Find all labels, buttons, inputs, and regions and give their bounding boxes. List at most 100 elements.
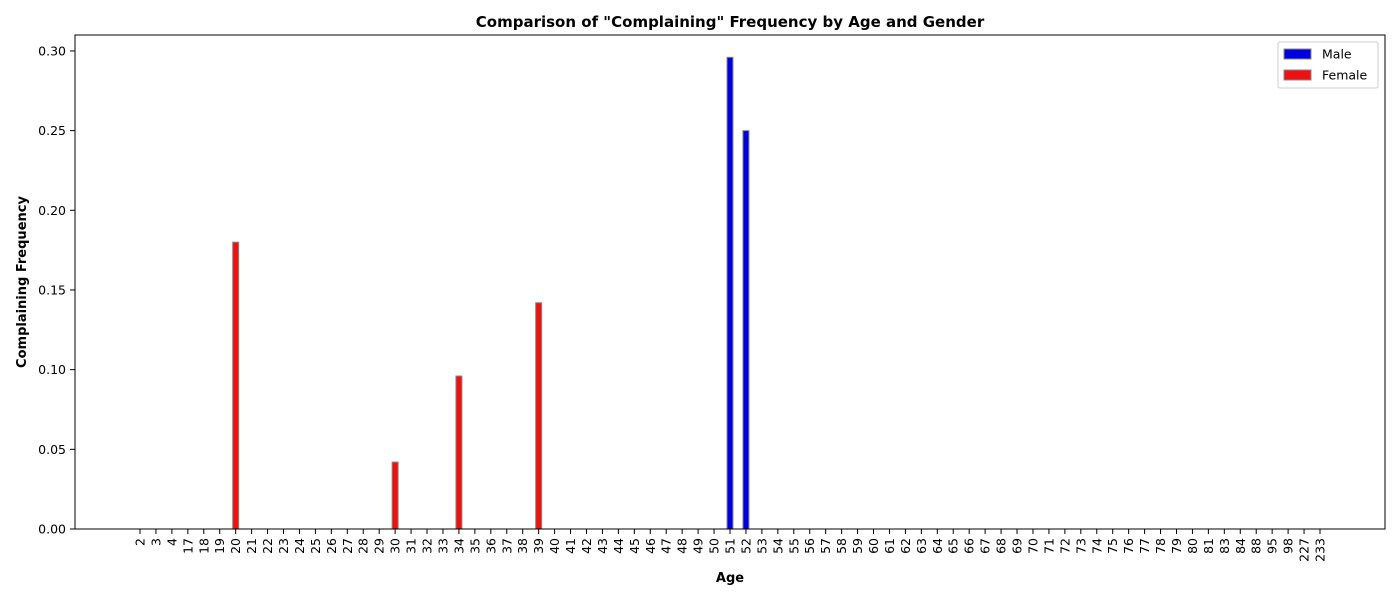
x-tick-label: 68 [994, 538, 1009, 554]
bar-male-52 [742, 130, 750, 530]
x-tick-label: 18 [196, 538, 211, 554]
x-tick-label: 70 [1025, 538, 1040, 554]
x-tick-label: 83 [1217, 538, 1232, 554]
x-tick-label: 56 [802, 538, 817, 554]
x-tick-label: 84 [1233, 538, 1248, 554]
x-tick-label: 60 [866, 538, 881, 554]
x-tick-label: 69 [1010, 538, 1025, 554]
x-tick-label: 64 [930, 538, 945, 554]
x-tick-label: 41 [563, 538, 578, 554]
x-tick-label: 233 [1313, 538, 1328, 562]
x-tick-label: 71 [1041, 538, 1056, 554]
x-tick-label: 28 [356, 538, 371, 554]
y-tick-label: 0.30 [38, 43, 66, 58]
bar-female-30 [391, 461, 399, 530]
x-tick-label: 42 [579, 538, 594, 554]
x-tick-label: 26 [324, 538, 339, 554]
x-tick-label: 23 [276, 538, 291, 554]
y-tick-label: 0.00 [38, 522, 66, 537]
bar-female-39 [535, 302, 543, 530]
legend: Male Female [1277, 41, 1379, 89]
x-tick-label: 19 [212, 538, 227, 554]
x-tick-label: 74 [1089, 538, 1104, 554]
x-tick-label: 52 [738, 538, 753, 554]
x-tick-label: 80 [1185, 538, 1200, 554]
legend-label-female: Female [1322, 68, 1368, 83]
x-tick-label: 4 [164, 538, 179, 546]
x-tick-label: 2 [133, 538, 148, 546]
x-tick-label: 24 [292, 538, 307, 554]
x-tick-label: 72 [1057, 538, 1072, 554]
x-tick-label: 95 [1265, 538, 1280, 554]
x-tick-label: 57 [818, 538, 833, 554]
x-tick-label: 34 [451, 538, 466, 554]
x-tick-label: 45 [627, 538, 642, 554]
x-tick-label: 66 [962, 538, 977, 554]
x-tick-label: 22 [260, 538, 275, 554]
x-tick-label: 81 [1201, 538, 1216, 554]
x-tick-label: 67 [978, 538, 993, 554]
x-tick-label: 48 [675, 538, 690, 554]
bar-female-34 [455, 375, 463, 530]
x-tick-label: 65 [946, 538, 961, 554]
x-tick-label: 88 [1249, 538, 1264, 554]
x-tick-label: 44 [611, 538, 626, 554]
x-tick-label: 40 [547, 538, 562, 554]
x-tick-label: 50 [707, 538, 722, 554]
x-tick-label: 30 [388, 538, 403, 554]
x-tick-label: 21 [244, 538, 259, 554]
x-tick-label: 35 [467, 538, 482, 554]
x-tick-label: 61 [882, 538, 897, 554]
x-tick-label: 31 [404, 538, 419, 554]
y-axis-label: Complaining Frequency [15, 196, 30, 368]
x-tick-label: 32 [420, 538, 435, 554]
y-tick-label: 0.05 [38, 442, 66, 457]
x-tick-label: 77 [1137, 538, 1152, 554]
x-tick-label: 53 [754, 538, 769, 554]
x-tick-label: 76 [1121, 538, 1136, 554]
bar-male-51 [726, 56, 734, 530]
y-tick-label: 0.10 [38, 362, 66, 377]
x-tick-label: 37 [499, 538, 514, 554]
bar-female-20 [232, 241, 240, 530]
y-tick-label: 0.25 [38, 123, 66, 138]
x-tick-label: 73 [1073, 538, 1088, 554]
x-tick-label: 55 [786, 538, 801, 554]
legend-label-male: Male [1322, 47, 1352, 62]
y-tick-label: 0.15 [38, 282, 66, 297]
x-tick-label: 25 [308, 538, 323, 554]
x-tick-label: 38 [515, 538, 530, 554]
x-tick-label: 33 [435, 538, 450, 554]
x-tick-label: 54 [770, 538, 785, 554]
legend-swatch-female [1283, 69, 1312, 81]
x-tick-label: 29 [372, 538, 387, 554]
x-tick-label: 36 [483, 538, 498, 554]
x-tick-label: 59 [850, 538, 865, 554]
y-tick-label: 0.20 [38, 203, 66, 218]
x-tick-label: 47 [659, 538, 674, 554]
plot-area [232, 56, 750, 530]
x-tick-label: 51 [723, 538, 738, 554]
x-tick-label: 63 [914, 538, 929, 554]
x-tick-label: 43 [595, 538, 610, 554]
x-axis: 2 3 4 17 18 19 20 21 22 23 24 25 26 27 28 29 30 31 32 33 34 3… [133, 529, 1328, 562]
x-tick-label: 62 [898, 538, 913, 554]
x-tick-label: 58 [834, 538, 849, 554]
y-axis: 0.00 0.05 0.10 0.15 0.20 0.25 0.30 [38, 43, 75, 537]
x-tick-label: 46 [643, 538, 658, 554]
x-tick-label: 78 [1153, 538, 1168, 554]
x-tick-label: 98 [1281, 538, 1296, 554]
x-tick-label: 75 [1105, 538, 1120, 554]
x-tick-label: 20 [228, 538, 243, 554]
x-axis-label: Age [716, 571, 744, 586]
legend-swatch-male [1283, 48, 1312, 60]
chart-title: Comparison of "Complaining" Frequency by… [476, 13, 985, 31]
x-tick-label: 27 [340, 538, 355, 554]
x-tick-label: 17 [180, 538, 195, 554]
x-tick-label: 49 [691, 538, 706, 554]
x-tick-label: 79 [1169, 538, 1184, 554]
x-tick-label: 3 [148, 538, 163, 546]
x-tick-label: 227 [1297, 538, 1312, 562]
x-tick-label: 39 [531, 538, 546, 554]
